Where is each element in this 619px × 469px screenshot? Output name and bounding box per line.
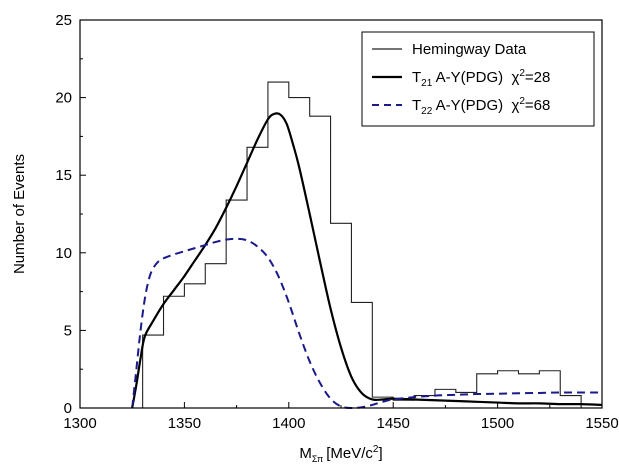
y-tick-label: 0: [64, 400, 72, 417]
legend-t22-post: =68: [525, 97, 550, 114]
y-tick-label: 20: [55, 90, 72, 107]
legend-t21-pre: T: [412, 69, 421, 86]
series-t22-curve: [131, 237, 602, 410]
series-t21-curve: [131, 112, 603, 409]
x-axis-label-sub: Σπ: [312, 454, 323, 464]
axis-ticks: 1300 1350 1400 1450 1500 1550 0 5 10 15 20 25: [55, 12, 618, 432]
legend-label-t22: T22 A-Y(PDG) χ2=68: [412, 96, 550, 117]
x-axis-label-sup: 2: [373, 444, 379, 455]
legend-t22-sub: 22: [421, 106, 433, 117]
y-tick-label: 15: [55, 167, 72, 184]
x-tick-label: 1400: [272, 415, 305, 432]
legend-t21-sub: 21: [421, 78, 433, 89]
x-axis-label-main: M: [299, 445, 312, 462]
x-tick-label: 1300: [63, 415, 96, 432]
x-tick-label: 1500: [481, 415, 514, 432]
legend-t21-post: =28: [525, 69, 550, 86]
x-tick-label: 1450: [377, 415, 410, 432]
y-tick-label: 25: [55, 12, 72, 29]
x-axis-label: MΣπ [MeV/c2]: [299, 444, 382, 464]
y-tick-label: 10: [55, 245, 72, 262]
x-tick-label: 1350: [168, 415, 201, 432]
legend-t21-mid: A-Y(PDG) χ: [432, 69, 519, 86]
x-axis-label-units-end: ]: [378, 445, 382, 462]
x-tick-label: 1550: [585, 415, 618, 432]
series-hemingway-histogram: [142, 81, 582, 408]
legend-t22-mid: A-Y(PDG) χ: [432, 97, 519, 114]
plot-area: [131, 81, 603, 410]
legend-box: [361, 31, 595, 127]
legend-t22-sup: 2: [519, 96, 525, 107]
y-tick-label: 5: [64, 322, 72, 339]
x-axis-label-units: [MeV/c: [326, 445, 373, 462]
legend-label-t21: T21 A-Y(PDG) χ2=28: [412, 68, 550, 89]
legend-t22-pre: T: [412, 97, 421, 114]
legend-label-hemingway: Hemingway Data: [412, 41, 527, 58]
legend: Hemingway Data T21 A-Y(PDG) χ2=28 T22 A-…: [361, 31, 595, 127]
legend-t21-sup: 2: [519, 68, 525, 79]
y-axis-label: Number of Events: [11, 154, 28, 274]
